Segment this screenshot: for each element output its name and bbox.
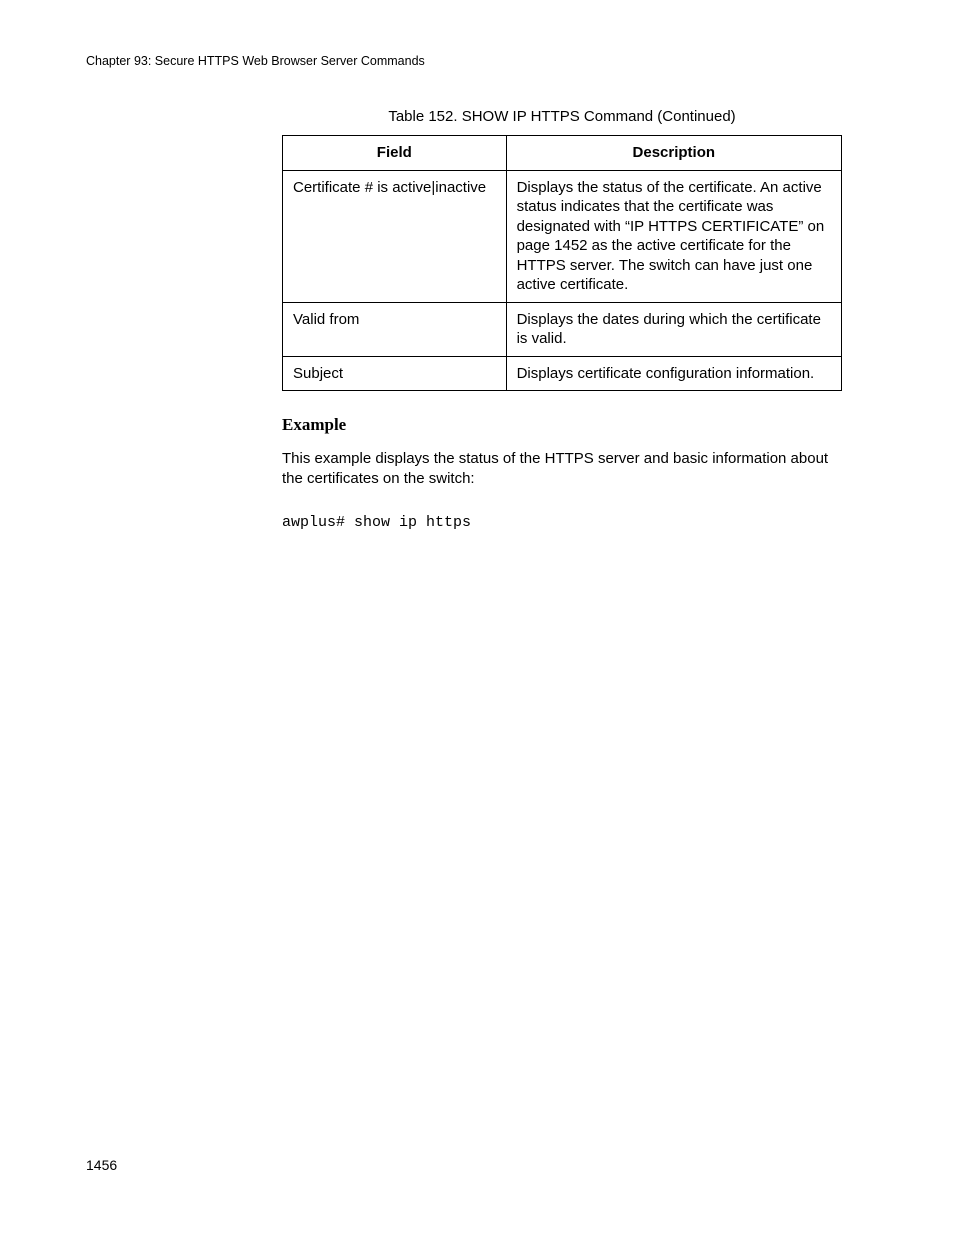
chapter-header: Chapter 93: Secure HTTPS Web Browser Ser…: [86, 54, 425, 68]
example-heading: Example: [282, 415, 842, 435]
cell-field: Valid from: [283, 302, 507, 356]
table-row: Valid from Displays the dates during whi…: [283, 302, 842, 356]
column-header-description: Description: [506, 136, 841, 171]
table-row: Certificate # is active|inactive Display…: [283, 170, 842, 302]
cell-description: Displays certificate configuration infor…: [506, 356, 841, 391]
page-number: 1456: [86, 1157, 117, 1173]
command-table: Field Description Certificate # is activ…: [282, 135, 842, 391]
example-code: awplus# show ip https: [282, 514, 842, 531]
table-row: Subject Displays certificate configurati…: [283, 356, 842, 391]
cell-field: Subject: [283, 356, 507, 391]
table-caption: Table 152. SHOW IP HTTPS Command (Contin…: [282, 108, 842, 125]
column-header-field: Field: [283, 136, 507, 171]
table-header-row: Field Description: [283, 136, 842, 171]
cell-field: Certificate # is active|inactive: [283, 170, 507, 302]
cell-description: Displays the dates during which the cert…: [506, 302, 841, 356]
main-content: Table 152. SHOW IP HTTPS Command (Contin…: [282, 108, 842, 531]
cell-description: Displays the status of the certificate. …: [506, 170, 841, 302]
example-text: This example displays the status of the …: [282, 449, 842, 490]
